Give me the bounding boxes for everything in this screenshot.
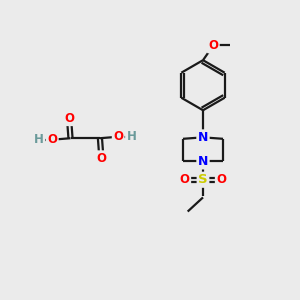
Text: O: O bbox=[113, 130, 123, 143]
Text: S: S bbox=[198, 173, 208, 186]
Text: O: O bbox=[64, 112, 74, 125]
Text: N: N bbox=[198, 155, 208, 168]
Text: O: O bbox=[96, 152, 106, 165]
Text: O: O bbox=[216, 173, 226, 186]
Text: O: O bbox=[208, 39, 218, 52]
Text: H: H bbox=[34, 133, 44, 146]
Text: O: O bbox=[47, 133, 57, 146]
Text: H: H bbox=[127, 130, 136, 143]
Text: N: N bbox=[198, 131, 208, 144]
Text: O: O bbox=[180, 173, 190, 186]
